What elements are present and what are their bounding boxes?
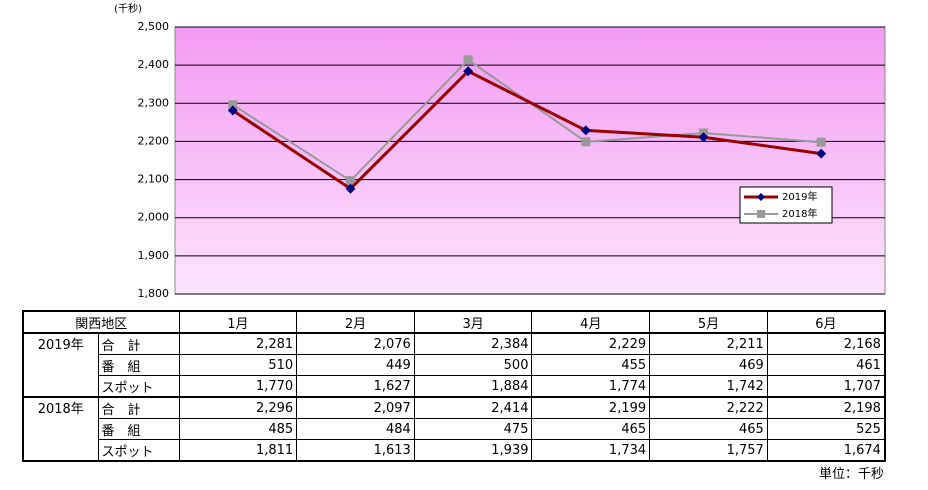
year-label: 2018年 <box>22 396 99 462</box>
table-cell: 1,884 <box>413 375 533 398</box>
data-point <box>580 125 591 136</box>
data-point <box>698 132 709 143</box>
month-header: 6月 <box>766 310 886 334</box>
plot-area <box>174 26 886 295</box>
table-cell: 1,770 <box>178 375 298 398</box>
data-point <box>463 66 474 77</box>
table-cell: 1,774 <box>531 375 651 398</box>
table-cell: 2,222 <box>649 396 768 419</box>
table-cell: 1,627 <box>296 375 415 398</box>
data-point <box>228 100 238 110</box>
table-cell: 1,613 <box>296 439 415 462</box>
table-cell: 2,076 <box>296 332 415 355</box>
header-row: 関西地区 1月 2月 3月 4月 5月 6月 <box>22 310 886 334</box>
table-cell: 510 <box>178 354 298 376</box>
table-cell: 2,199 <box>531 396 651 419</box>
table-cell: 484 <box>296 418 415 440</box>
table-row: スポット 1,811 1,613 1,939 1,734 1,757 1,674 <box>23 439 886 462</box>
y-tick-label: 1,800 <box>138 287 170 300</box>
row-label: 番 組 <box>97 418 180 440</box>
table-row: 番 組 510 449 500 455 469 461 <box>23 354 886 376</box>
month-header: 1月 <box>178 310 298 334</box>
table-cell: 1,742 <box>649 375 768 398</box>
table-cell: 2,281 <box>178 332 298 355</box>
row-label: 合 計 <box>97 396 180 419</box>
legend-marker <box>757 193 765 201</box>
data-point <box>581 137 591 147</box>
y-tick-label: 2,500 <box>138 20 170 33</box>
row-label: 合 計 <box>97 332 180 355</box>
table-cell: 1,734 <box>531 439 651 462</box>
table-cell: 2,384 <box>413 332 533 355</box>
table-cell: 449 <box>296 354 415 376</box>
series-line <box>232 69 822 191</box>
table-cell: 475 <box>413 418 533 440</box>
table-cell: 2,211 <box>649 332 768 355</box>
row-label: スポット <box>97 375 180 398</box>
table-cell: 2,097 <box>296 396 415 419</box>
y-tick-label: 2,200 <box>138 134 170 147</box>
y-tick-label: 1,900 <box>138 249 170 262</box>
table-cell: 2,296 <box>178 396 298 419</box>
y-tick-label: 2,100 <box>138 173 170 186</box>
table-unit: 単位：千秒 <box>818 467 884 482</box>
row-label: 番 組 <box>97 354 180 376</box>
legend-label: 2018年 <box>782 207 817 220</box>
table-cell: 500 <box>413 354 533 376</box>
y-tick-label: 2,400 <box>138 58 170 71</box>
legend-label: 2019年 <box>782 190 817 203</box>
data-point <box>816 137 826 147</box>
table-cell: 2,198 <box>766 396 886 419</box>
table-cell: 461 <box>766 354 886 376</box>
corner: 関西地区 <box>22 310 180 334</box>
table-cell: 1,811 <box>178 439 298 462</box>
table-cell: 1,674 <box>766 439 886 462</box>
month-header: 5月 <box>649 310 768 334</box>
table-row: スポット 1,770 1,627 1,884 1,774 1,742 1,707 <box>23 375 886 398</box>
chart: (千秒) 1,800 1,900 2,000 2,100 2,200 2,300 2,400… <box>114 2 886 300</box>
y-tick-label: 2,000 <box>138 211 170 224</box>
month-header: 3月 <box>413 310 533 334</box>
table-cell: 2,229 <box>531 332 651 355</box>
table-cell: 1,707 <box>766 375 886 398</box>
y-tick-label: 2,300 <box>138 96 170 109</box>
data-point <box>346 176 355 186</box>
table-row: 2019年合 計 2,281 2,076 2,384 2,229 2,211 2,168 <box>22 332 886 398</box>
data-point <box>463 55 473 65</box>
data-point <box>345 183 356 194</box>
table-row: 2018年合 計 2,296 2,097 2,414 2,199 2,222 2,198 <box>22 396 886 462</box>
table-cell: 465 <box>531 418 651 440</box>
table-cell: 485 <box>178 418 298 440</box>
table-cell: 2,414 <box>413 396 533 419</box>
data-table: 関西地区 1月 2月 3月 4月 5月 6月 2019年合 計 2,281 2,076 2,384 2… <box>22 310 886 462</box>
table-row: 番 組 485 484 475 465 465 525 <box>23 418 886 440</box>
table-cell: 1,757 <box>649 439 768 462</box>
table-cell: 465 <box>649 418 768 440</box>
table-cell: 2,168 <box>766 332 886 355</box>
legend-box <box>739 186 833 224</box>
table-cell: 469 <box>649 354 768 376</box>
month-header: 2月 <box>296 310 415 334</box>
legend-marker <box>757 210 765 218</box>
row-label: スポット <box>97 439 180 462</box>
data-point <box>816 148 827 159</box>
year-label: 2019年 <box>22 332 99 398</box>
unit-label: (千秒) <box>114 2 142 15</box>
table-cell: 1,939 <box>413 439 533 462</box>
data-point <box>227 105 238 116</box>
table-cell: 525 <box>766 418 886 440</box>
table-cell: 455 <box>531 354 651 376</box>
month-header: 4月 <box>531 310 651 334</box>
